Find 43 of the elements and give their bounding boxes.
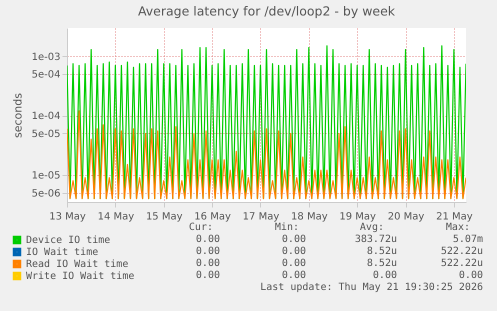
text: 383.72u bbox=[354, 234, 397, 246]
text: Max: bbox=[446, 222, 470, 234]
x-tick-label: 15 May bbox=[146, 212, 183, 222]
text: 522.22u bbox=[440, 258, 483, 270]
x-tick-label: 18 May bbox=[291, 212, 328, 222]
legend-label: Write IO Wait time bbox=[26, 271, 134, 282]
legend-label: Device IO time bbox=[26, 235, 110, 246]
text: Cur: bbox=[188, 222, 213, 234]
text: 8.52u bbox=[366, 246, 397, 258]
chart-title: Average latency for /dev/loop2 - by week bbox=[138, 4, 396, 18]
x-tick-label: 13 May bbox=[49, 212, 86, 222]
x-tick-label: 19 May bbox=[339, 212, 376, 222]
text: Avg: bbox=[360, 222, 384, 234]
text: Last update: Thu May 21 19:30:25 2026 bbox=[260, 282, 483, 294]
y-tick-label: 1e-05 bbox=[32, 170, 60, 182]
y-tick-label: 5e-04 bbox=[32, 70, 60, 81]
text: Min: bbox=[274, 222, 299, 234]
x-tick-label: 21 May bbox=[436, 212, 473, 222]
x-tick-label: 16 May bbox=[194, 212, 231, 222]
text: 0.00 bbox=[282, 258, 306, 270]
y-axis-title: seconds bbox=[12, 92, 25, 138]
text: 8.52u bbox=[366, 258, 397, 270]
text: 0.00 bbox=[196, 258, 220, 270]
x-tick-label: 20 May bbox=[388, 212, 424, 222]
legend-label: IO Wait time bbox=[26, 247, 98, 258]
x-tick-label: 17 May bbox=[242, 212, 280, 222]
y-tick-label: 5e-05 bbox=[32, 128, 60, 140]
text: 0.00 bbox=[282, 270, 306, 282]
text: 0.00 bbox=[282, 246, 306, 258]
text: 0.00 bbox=[196, 270, 220, 282]
y-tick-label: 1e-04 bbox=[32, 111, 60, 122]
x-tick-label: 14 May bbox=[98, 212, 134, 222]
legend-label: Read IO Wait time bbox=[26, 259, 128, 270]
text: 0.00 bbox=[196, 246, 220, 258]
text: 0.00 bbox=[282, 234, 306, 246]
y-tick-label: 5e-06 bbox=[32, 188, 60, 200]
y-tick-label: 1e-03 bbox=[32, 52, 60, 63]
text: 0.00 bbox=[196, 234, 220, 246]
text: 0.00 bbox=[458, 270, 483, 282]
text: 0.00 bbox=[372, 270, 397, 282]
text: 5.07m bbox=[452, 234, 483, 246]
line-series bbox=[67, 110, 466, 200]
text: 522.22u bbox=[440, 246, 483, 258]
